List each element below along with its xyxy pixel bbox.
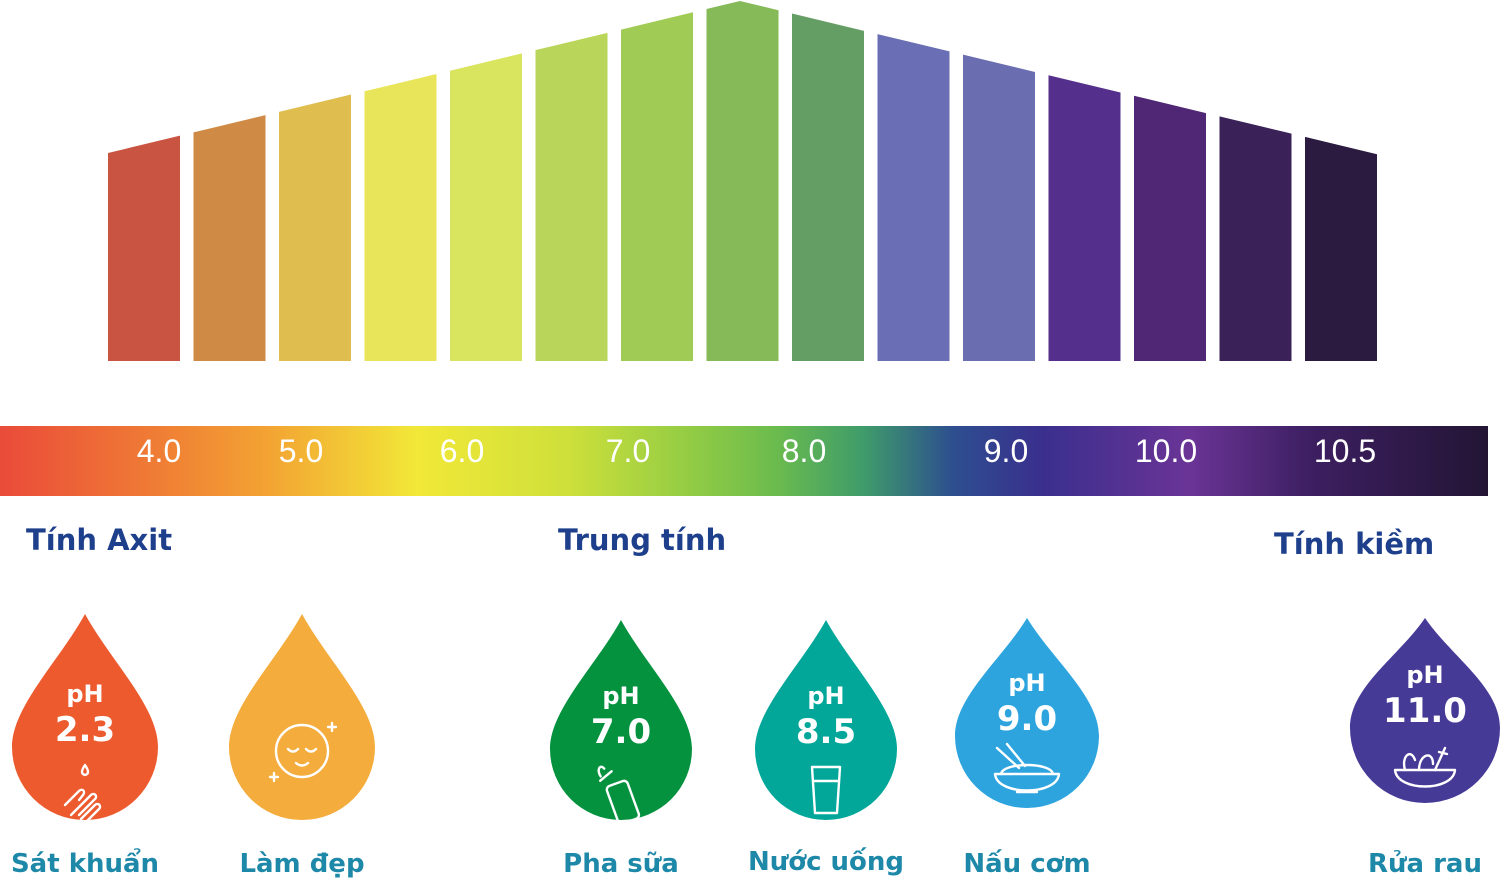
ph-value: 9.0 [997,699,1057,739]
ph-bar-5 [450,53,522,361]
drinking-glass-icon [810,765,842,815]
ph-bar-13 [1134,95,1206,361]
ph-word: pH [1008,669,1045,697]
ph-bar-15 [1305,136,1377,361]
scale-tick-label: 6.0 [440,433,484,469]
ph-value: 11.0 [1383,691,1467,731]
category-alkaline: Tính kiềm [1274,527,1434,561]
ph-bar-14 [1219,116,1292,361]
baby-bottle-icon [597,765,641,825]
ph-bar-6 [535,32,608,361]
category-acid: Tính Axit [26,523,172,557]
water-drop-shape [550,620,692,820]
scale-tick-label: 10.5 [1314,433,1376,469]
ph-bar-11 [963,54,1035,362]
ph-bar-2 [193,115,266,361]
scale-tick-label: 5.0 [279,433,323,469]
ph-word: pH [1406,661,1443,689]
hand-washing-icon [61,763,102,827]
vegetable-bowl-icon [1393,746,1457,788]
water-drop-shape [755,620,897,820]
rice-bowl-icon [993,742,1061,794]
scale-tick-label: 10.0 [1135,433,1197,469]
category-neutral: Trung tính [558,523,726,557]
ph-color-bars [108,1,1377,362]
ph-bar-8 [706,1,779,361]
ph-bar-3 [279,94,351,362]
use-label: Sát khuẩn [11,846,159,879]
water-drop-shape [1350,618,1500,803]
ph-bar-4 [364,73,437,362]
ph-word: pH [66,680,103,708]
ph-gradient-scale [0,426,1488,496]
water-drop-shape [229,614,375,820]
ph-value: 8.5 [796,712,856,752]
use-label: Pha sữa [563,849,679,879]
ph-value: 7.0 [591,712,651,752]
use-label: Nước uống [748,846,904,877]
ph-bar-1 [108,135,180,361]
use-drop-2: Làm đẹp [229,614,375,879]
beauty-face-icon [268,721,338,783]
ph-bar-7 [621,12,693,361]
use-drop-1: pH2.3 Sát khuẩn [11,614,159,879]
water-drop-shape [12,614,158,820]
water-drop-shape [955,618,1099,808]
ph-bar-10 [877,34,950,362]
scale-tick-label: 8.0 [782,433,826,469]
scale-tick-label: 9.0 [984,433,1028,469]
use-drop-3: pH7.0 Pha sữa [550,620,692,879]
use-drop-5: pH9.0 Nấu cơm [955,618,1099,879]
ph-bar-12 [1048,75,1121,362]
ph-bar-9 [792,13,864,362]
scale-tick-label: 7.0 [606,433,650,469]
use-label: Rửa rau [1368,848,1482,879]
ph-word: pH [807,682,844,710]
use-drop-4: pH8.5 Nước uống [748,620,904,877]
scale-tick-label: 4.0 [137,433,181,469]
ph-scale-ticks: 4.0 5.0 6.0 7.0 8.0 9.0 10.0 10.5 [137,433,1376,469]
ph-value: 2.3 [55,710,115,750]
use-label: Làm đẹp [239,849,364,879]
use-label: Nấu cơm [963,848,1090,879]
ph-word: pH [602,682,639,710]
